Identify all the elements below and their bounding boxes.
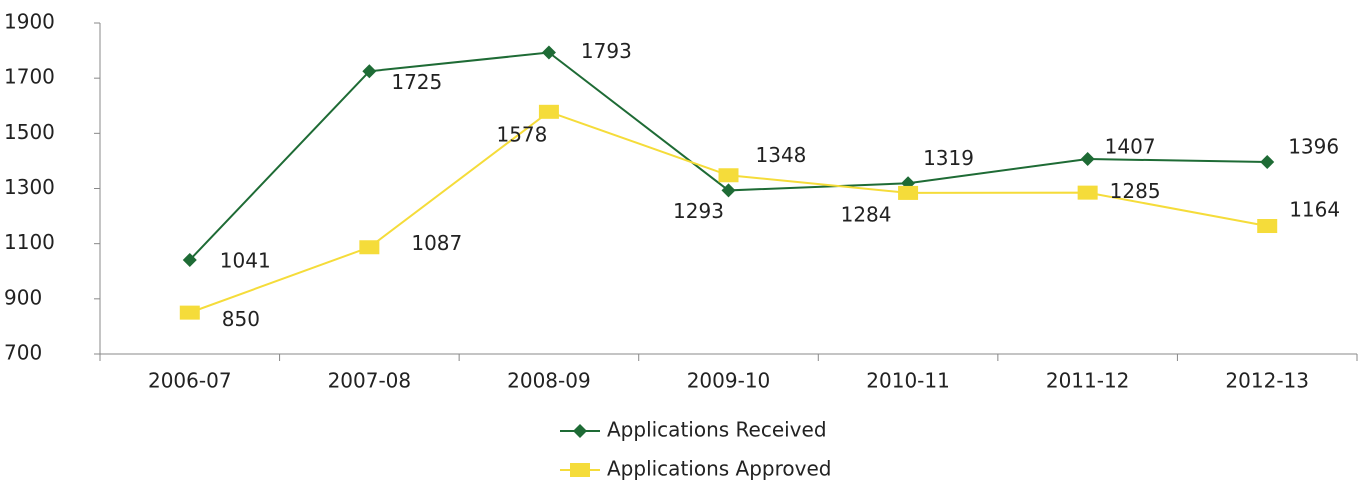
marker bbox=[570, 463, 590, 477]
x-tick-label: 2006-07 bbox=[148, 369, 232, 393]
x-tick-label: 2010-11 bbox=[866, 369, 950, 393]
y-tick-label: 1900 bbox=[4, 10, 55, 34]
data-label: 1285 bbox=[1110, 179, 1161, 203]
y-tick-label: 1500 bbox=[4, 120, 55, 144]
x-tick-label: 2007-08 bbox=[328, 369, 412, 393]
data-label: 1041 bbox=[220, 248, 271, 272]
legend-label: Applications Received bbox=[607, 418, 827, 442]
marker bbox=[541, 45, 556, 60]
marker bbox=[721, 183, 736, 198]
data-label: 1087 bbox=[411, 231, 462, 255]
x-tick-label: 2012-13 bbox=[1225, 369, 1309, 393]
marker bbox=[898, 185, 919, 200]
data-label: 1578 bbox=[496, 122, 547, 146]
data-label: 1164 bbox=[1289, 198, 1340, 222]
data-label: 1725 bbox=[391, 70, 442, 94]
x-tick-label: 2009-10 bbox=[687, 369, 771, 393]
marker bbox=[718, 168, 739, 183]
marker bbox=[179, 305, 200, 320]
marker bbox=[1080, 151, 1095, 166]
y-tick-label: 1100 bbox=[4, 230, 55, 254]
data-label: 1348 bbox=[756, 143, 807, 167]
legend-label: Applications Approved bbox=[607, 457, 831, 481]
marker bbox=[1077, 185, 1098, 200]
y-tick-label: 1700 bbox=[4, 65, 55, 89]
x-tick-label: 2011-12 bbox=[1046, 369, 1130, 393]
y-tick-label: 900 bbox=[4, 285, 42, 309]
data-label: 1396 bbox=[1288, 135, 1339, 159]
marker bbox=[359, 240, 380, 255]
marker bbox=[182, 252, 197, 267]
marker bbox=[1257, 219, 1278, 234]
data-label: 1407 bbox=[1105, 134, 1156, 158]
marker bbox=[362, 64, 377, 79]
data-label: 850 bbox=[222, 307, 260, 331]
data-label: 1793 bbox=[581, 39, 632, 63]
y-tick-label: 700 bbox=[4, 341, 42, 365]
data-label: 1319 bbox=[923, 146, 974, 170]
marker bbox=[1260, 155, 1275, 170]
data-label: 1284 bbox=[841, 202, 892, 226]
marker bbox=[573, 424, 587, 438]
marker bbox=[538, 104, 559, 119]
y-tick-label: 1300 bbox=[4, 175, 55, 199]
data-label: 1293 bbox=[673, 199, 724, 223]
x-tick-label: 2008-09 bbox=[507, 369, 591, 393]
